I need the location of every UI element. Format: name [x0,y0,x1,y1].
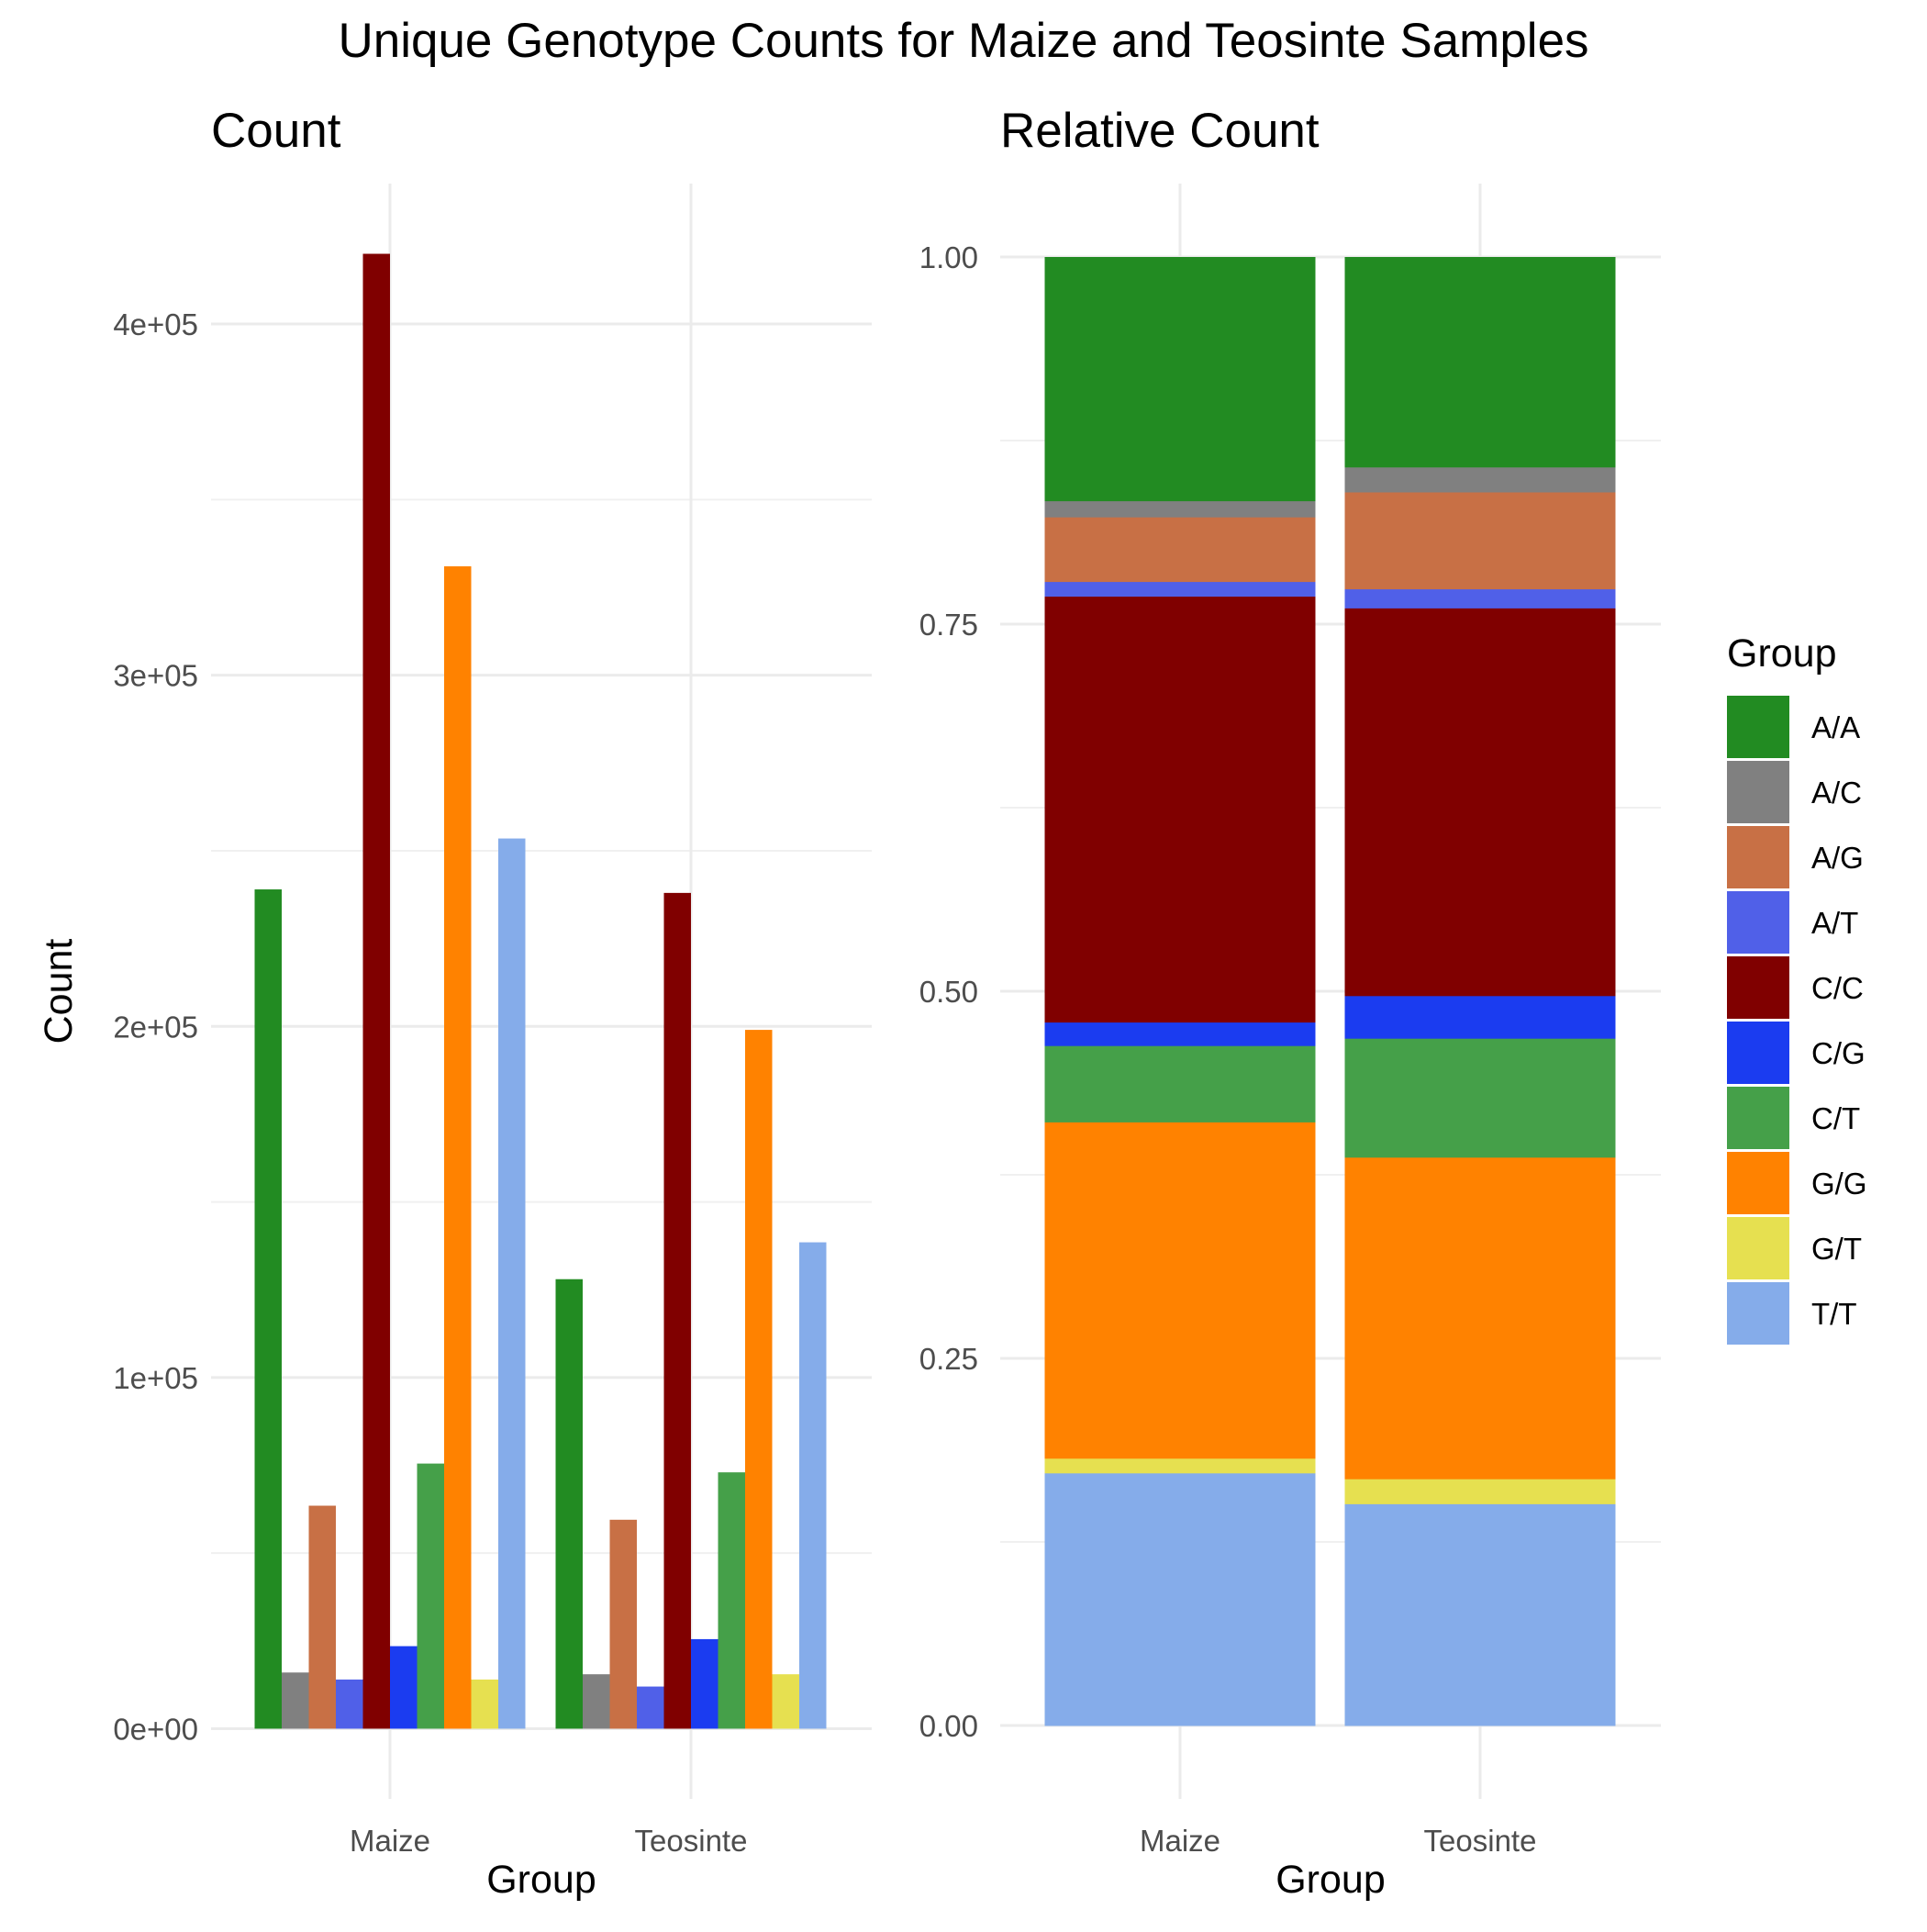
count-y-tick-label: 1e+05 [113,1361,198,1395]
count-bar-c-c-maize [362,253,390,1729]
panel-count: 0e+00 1e+05 2e+05 3e+05 4e+05 Maize Teosinte Co… [37,104,872,1902]
count-bar-g-g-maize [444,566,472,1729]
relative-bar-a-a-maize [1044,257,1316,502]
relative-x-axis-title: Group [1275,1858,1386,1902]
legend-label: A/T [1811,906,1858,940]
legend-swatch-a-t [1727,891,1789,954]
count-y-tick-label: 4e+05 [113,307,198,341]
count-bar-c-g-maize [390,1646,418,1729]
relative-bar-t-t-teosinte [1344,1503,1616,1726]
legend-label: C/G [1811,1036,1866,1070]
count-bar-a-g-maize [308,1505,336,1729]
legend-swatch-a-g [1727,826,1789,888]
relative-bar-c-t-maize [1044,1045,1316,1122]
count-bars [254,253,827,1729]
relative-bar-a-c-maize [1044,500,1316,518]
legend-swatch-a-c [1727,761,1789,823]
legend-label: A/A [1811,710,1860,744]
legend-title: Group [1727,631,1837,676]
count-bar-t-t-maize [498,838,526,1729]
relative-bar-t-t-maize [1044,1472,1316,1726]
count-bar-a-g-teosinte [609,1519,637,1729]
relative-bar-a-a-teosinte [1344,257,1616,468]
count-y-tick-label: 2e+05 [113,1010,198,1044]
relative-y-tick-label: 0.25 [919,1342,978,1376]
count-bar-g-t-teosinte [772,1674,799,1729]
count-y-tick-label: 3e+05 [113,659,198,693]
legend-swatch-c-t [1727,1087,1789,1149]
relative-y-tick-label: 0.50 [919,975,978,1009]
relative-bar-c-g-teosinte [1344,995,1616,1039]
count-bar-a-a-teosinte [555,1279,583,1729]
relative-y-tick-label: 0.75 [919,608,978,642]
legend-swatch-c-c [1727,956,1789,1019]
relative-bar-c-c-teosinte [1344,608,1616,997]
relative-panel-title: Relative Count [1000,104,1320,158]
relative-bar-a-t-teosinte [1344,588,1616,609]
count-bar-g-g-teosinte [745,1030,773,1729]
relative-x-tick-label: Maize [1140,1824,1220,1858]
legend-label: A/G [1811,841,1864,875]
count-bar-a-c-teosinte [583,1674,610,1729]
relative-y-tick-label: 0.00 [919,1709,978,1743]
relative-bar-a-g-teosinte [1344,492,1616,590]
count-bar-c-t-teosinte [718,1472,745,1729]
relative-bar-g-g-maize [1044,1122,1316,1459]
count-bar-a-c-maize [282,1672,309,1729]
legend-swatch-g-t [1727,1217,1789,1279]
relative-bar-c-c-maize [1044,596,1316,1023]
panel-relative-count: 0.00 0.25 0.50 0.75 1.00 Maize Teosinte Relativ… [919,104,1661,1902]
legend-label: T/T [1811,1297,1856,1331]
relative-y-tick-label: 1.00 [919,240,978,274]
count-bar-c-g-teosinte [691,1638,718,1729]
count-bar-a-a-maize [254,889,282,1729]
legend: Group A/A A/C A/G A/T C/C C/G C/T G/G G/T T/T [1727,631,1867,1345]
count-bar-g-t-maize [471,1679,498,1729]
legend-swatch-g-g [1727,1152,1789,1214]
relative-bar-c-g-maize [1044,1022,1316,1046]
legend-swatch-a-a [1727,696,1789,758]
chart-title: Unique Genotype Counts for Maize and Teo… [338,14,1588,68]
relative-bar-g-t-teosinte [1344,1479,1616,1504]
relative-bar-a-c-teosinte [1344,466,1616,493]
legend-label: C/T [1811,1101,1860,1135]
count-bar-a-t-teosinte [637,1686,664,1729]
count-bar-a-t-maize [336,1679,363,1729]
relative-bar-g-g-teosinte [1344,1156,1616,1480]
legend-swatch-c-g [1727,1022,1789,1084]
count-x-axis-title: Group [486,1858,596,1902]
legend-swatch-t-t [1727,1282,1789,1345]
count-bar-c-t-maize [417,1463,444,1729]
relative-bar-a-t-maize [1044,581,1316,597]
count-y-axis-title: Count [37,939,81,1044]
relative-bar-g-t-maize [1044,1457,1316,1474]
relative-bar-a-g-maize [1044,517,1316,583]
count-bar-c-c-teosinte [663,892,691,1729]
legend-label: G/G [1811,1167,1867,1201]
count-bar-t-t-teosinte [799,1242,827,1729]
legend-label: G/T [1811,1232,1862,1266]
legend-label: C/C [1811,971,1864,1005]
relative-x-tick-label: Teosinte [1424,1824,1537,1858]
count-x-tick-label: Teosinte [635,1824,748,1858]
count-panel-title: Count [211,104,341,158]
legend-label: A/C [1811,776,1862,810]
relative-bar-c-t-teosinte [1344,1038,1616,1158]
count-y-tick-label: 0e+00 [113,1712,198,1746]
relative-bars [1044,257,1616,1726]
count-x-tick-label: Maize [350,1824,430,1858]
